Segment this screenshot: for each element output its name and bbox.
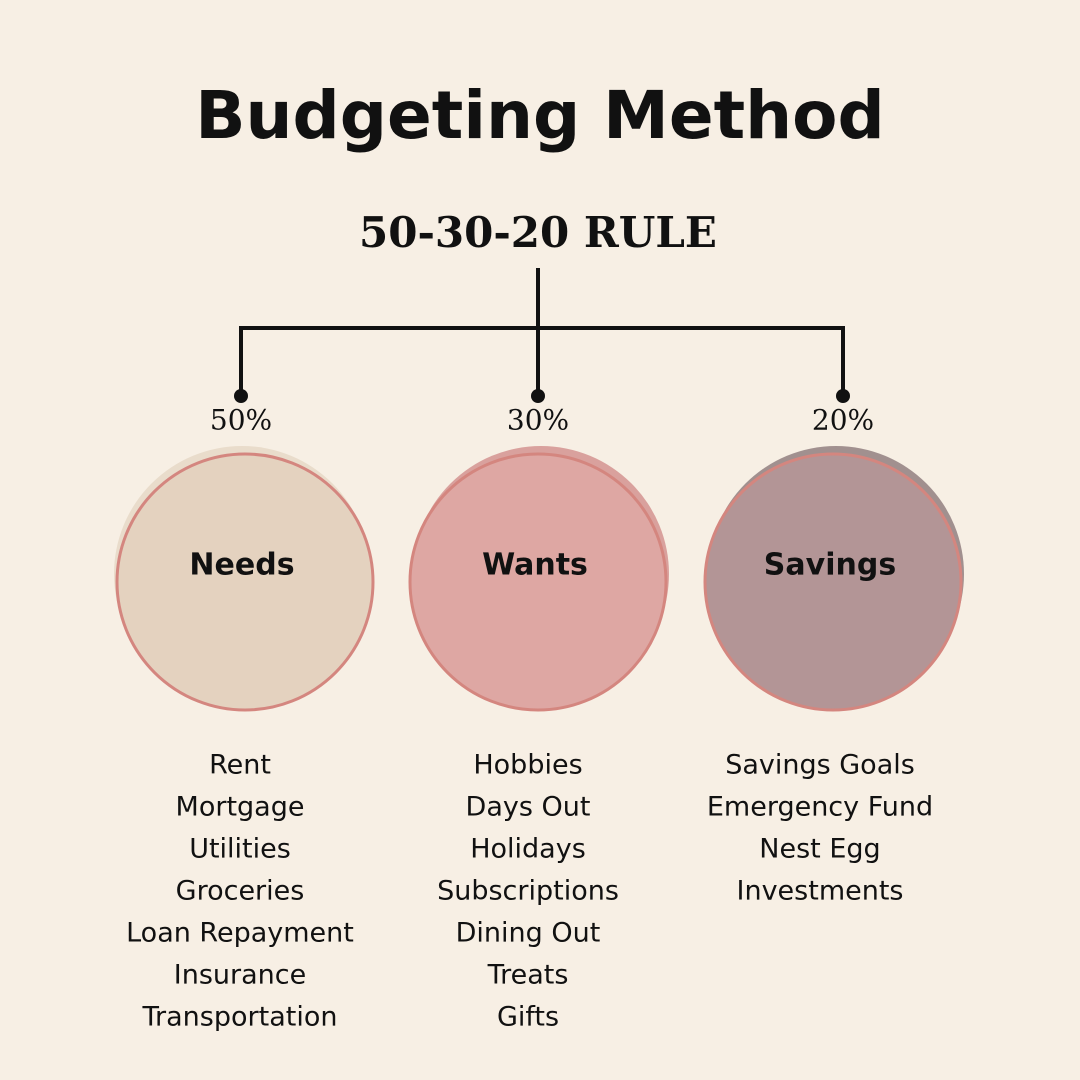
- connector-dot: [531, 389, 545, 403]
- list-item: Subscriptions: [437, 876, 619, 907]
- list-item: Emergency Fund: [707, 792, 933, 823]
- percent-label: 20%: [812, 404, 874, 437]
- list-item: Transportation: [142, 1002, 338, 1033]
- category-circle: [703, 452, 963, 712]
- list-item: Utilities: [189, 834, 291, 865]
- list-item: Treats: [487, 960, 569, 991]
- list-item: Insurance: [174, 960, 306, 991]
- list-item: Days Out: [466, 792, 591, 823]
- list-item: Mortgage: [176, 792, 305, 823]
- list-item: Nest Egg: [759, 834, 880, 865]
- list-item: Groceries: [176, 876, 305, 907]
- connector-dot: [836, 389, 850, 403]
- title: Budgeting Method: [195, 77, 885, 154]
- connector-line: [239, 326, 845, 396]
- list-item: Savings Goals: [725, 750, 915, 781]
- list-item: Hobbies: [473, 750, 582, 781]
- percent-label: 50%: [210, 404, 272, 437]
- category-label: Savings: [764, 548, 896, 583]
- subtitle: 50-30-20 RULE: [359, 208, 717, 257]
- list-item: Rent: [209, 750, 271, 781]
- category-label: Needs: [189, 548, 294, 583]
- category-circle: [408, 452, 668, 712]
- list-item: Dining Out: [456, 918, 601, 949]
- list-item: Holidays: [470, 834, 586, 865]
- category-circle: [115, 452, 375, 712]
- percent-label: 30%: [507, 404, 569, 437]
- list-item: Investments: [737, 876, 904, 907]
- connector: [239, 268, 845, 396]
- connector-dot: [234, 389, 248, 403]
- list-item: Gifts: [497, 1002, 559, 1033]
- category-label: Wants: [482, 548, 588, 583]
- list-item: Loan Repayment: [126, 918, 354, 949]
